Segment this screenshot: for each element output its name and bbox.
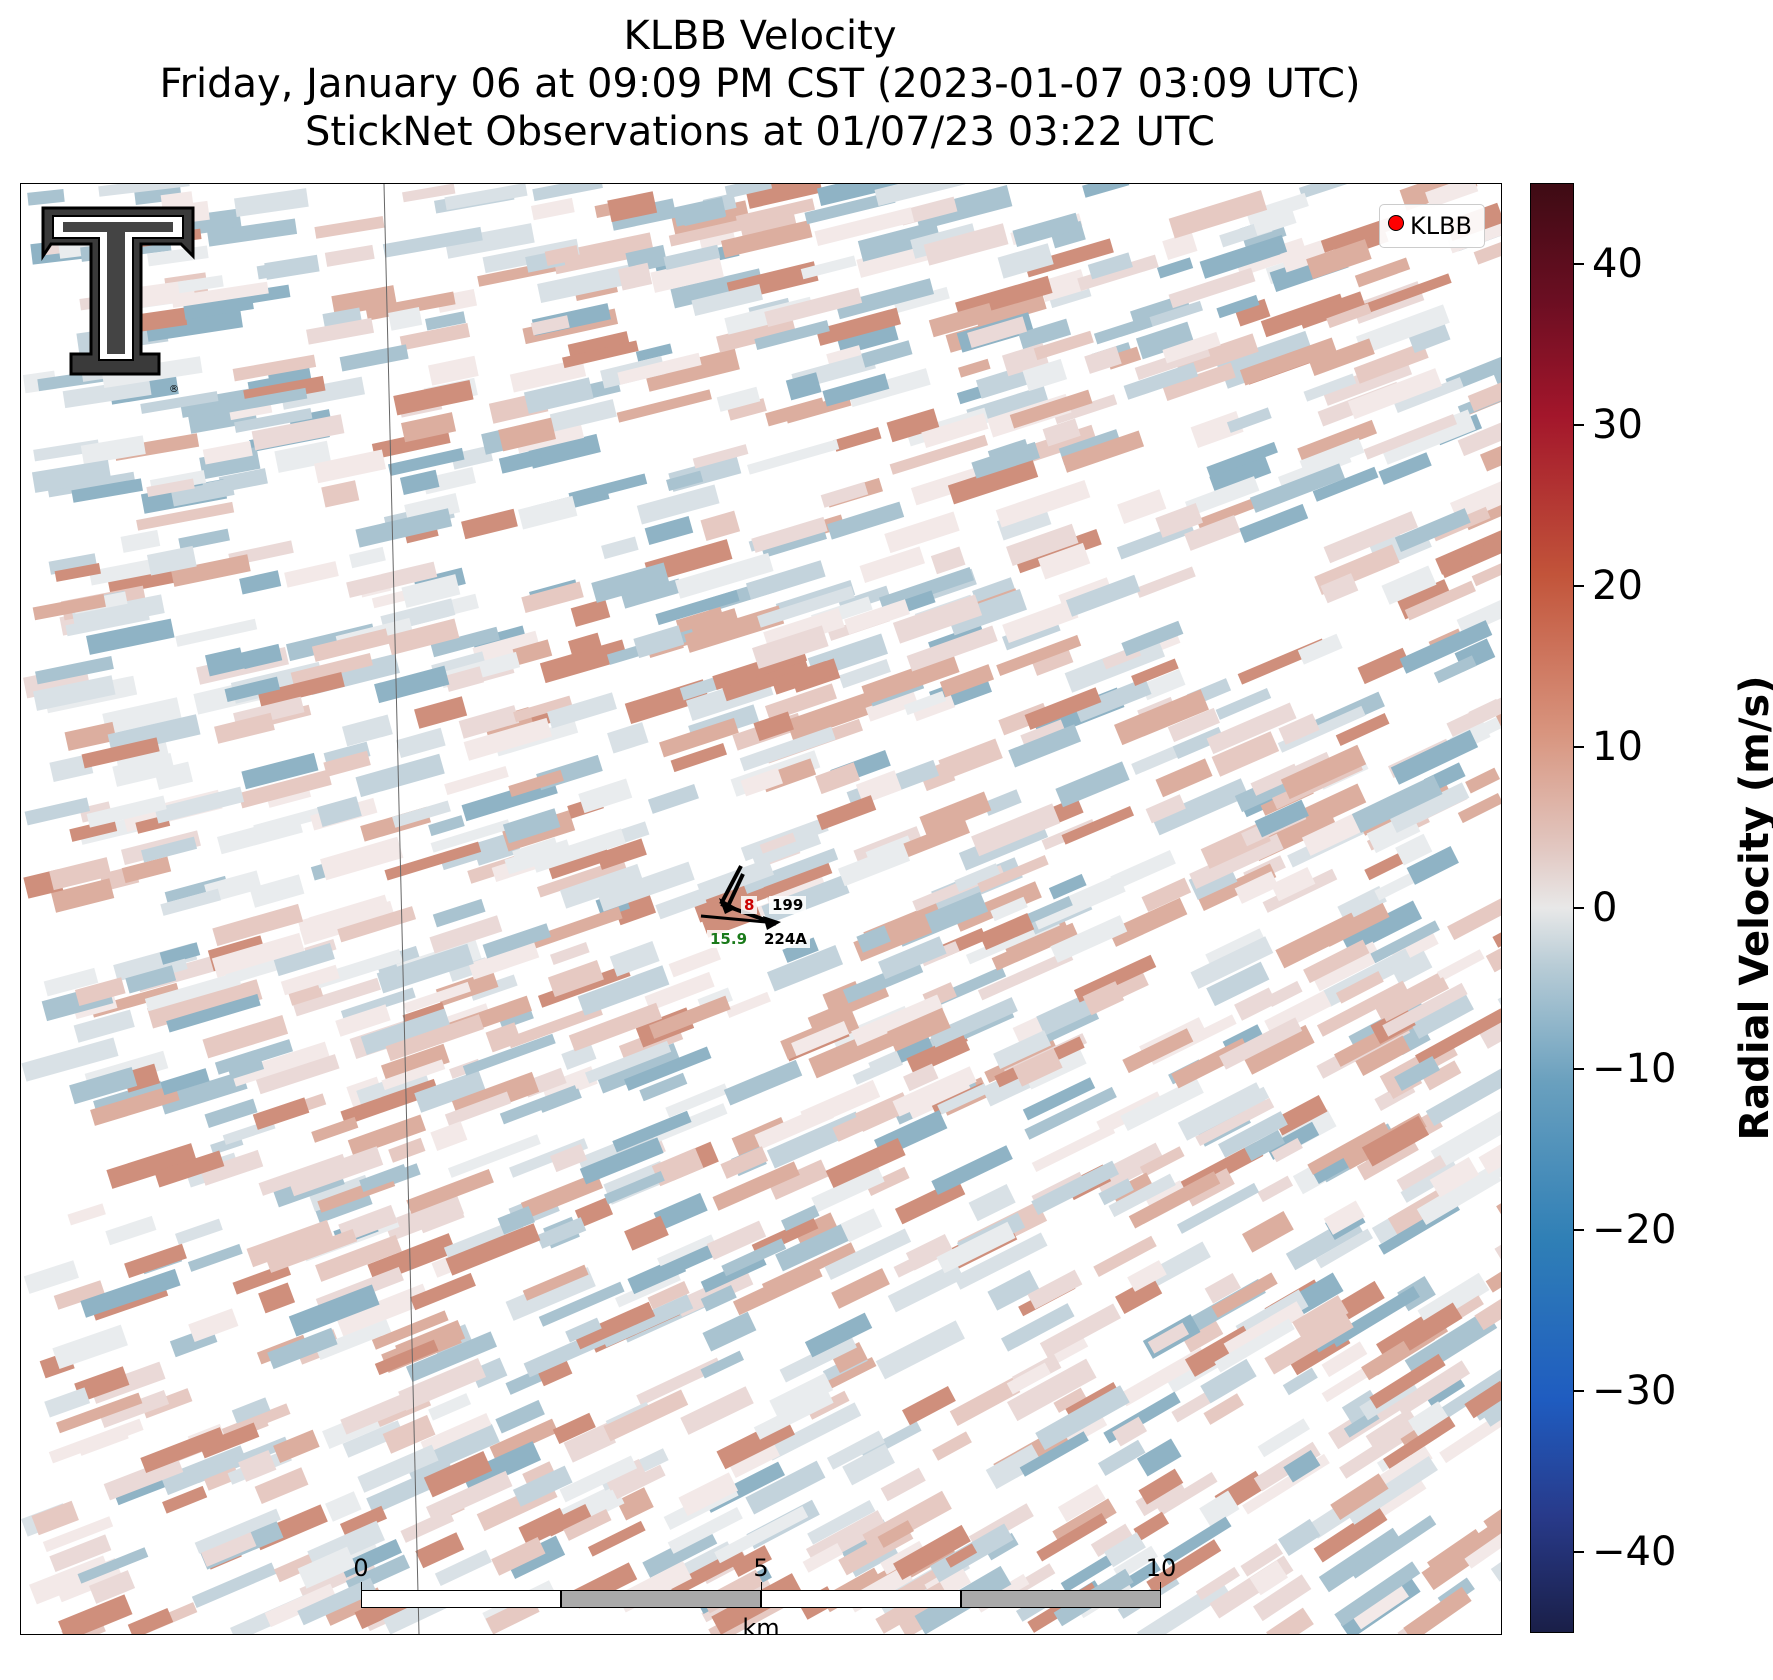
scale-mark (761, 1582, 762, 1592)
colorbar-tick (1574, 584, 1584, 587)
colorbar-tick (1574, 1390, 1584, 1393)
scale-tick-5: 5 (753, 1554, 769, 1582)
station-value-label: 8 (741, 896, 758, 914)
colorbar-tick (1574, 423, 1584, 426)
station-224a-label: 224A (761, 930, 810, 948)
colorbar-tick-label: 0 (1592, 885, 1618, 931)
radar-velocity-field (21, 184, 1501, 1634)
wind-barb-icon (700, 865, 781, 930)
radar-map-panel[interactable]: ® KLBB 8 199 15.9 224A 0 5 10 km (20, 183, 1502, 1635)
colorbar-tick (1574, 262, 1584, 265)
scale-tick-0: 0 (353, 1554, 369, 1582)
figure-title: KLBB Velocity Friday, January 06 at 09:0… (0, 12, 1520, 156)
scale-segment (361, 1590, 561, 1608)
scale-segment (961, 1590, 1161, 1608)
colorbar-tick-label: 20 (1592, 562, 1643, 609)
colorbar-tick (1574, 907, 1584, 909)
colorbar-tick-label: 40 (1592, 240, 1643, 287)
station-199-value: 8 (744, 896, 755, 914)
colorbar-tick-label: −20 (1592, 1207, 1677, 1254)
scale-segment (561, 1590, 761, 1608)
scale-tick-10: 10 (1145, 1554, 1177, 1582)
title-line-2: Friday, January 06 at 09:09 PM CST (2023… (159, 61, 1361, 107)
scale-unit: km (742, 1614, 780, 1635)
colorbar (1530, 183, 1574, 1633)
colorbar-tick (1574, 1229, 1584, 1232)
map-legend: KLBB (1378, 204, 1485, 248)
svg-text:®: ® (169, 384, 179, 395)
scale-segment (761, 1590, 961, 1608)
texas-tech-logo-icon: ® (41, 206, 195, 395)
colorbar-tick-label: −10 (1592, 1046, 1677, 1093)
colorbar-tick-label: −40 (1592, 1529, 1677, 1576)
scale-mark (1160, 1582, 1161, 1592)
colorbar-tick (1574, 1551, 1584, 1554)
scale-bar: 0 5 10 km (353, 1554, 1176, 1635)
station-224a-value: 15.9 (707, 930, 751, 948)
klbb-marker-icon (1387, 215, 1404, 231)
colorbar-tick (1574, 1068, 1584, 1071)
colorbar-tick-label: 10 (1592, 723, 1643, 770)
colorbar-tick-label: 30 (1592, 401, 1643, 448)
scale-mark (361, 1582, 362, 1592)
title-line-3: StickNet Observations at 01/07/23 03:22 … (305, 109, 1215, 155)
colorbar-tick-label: −30 (1592, 1368, 1677, 1415)
legend-label: KLBB (1409, 212, 1472, 240)
station-199-label: 199 (769, 896, 807, 914)
title-line-1: KLBB Velocity (623, 13, 897, 59)
colorbar-tick (1574, 745, 1584, 748)
colorbar-label: Radial Velocity (m/s) (1732, 675, 1773, 1141)
